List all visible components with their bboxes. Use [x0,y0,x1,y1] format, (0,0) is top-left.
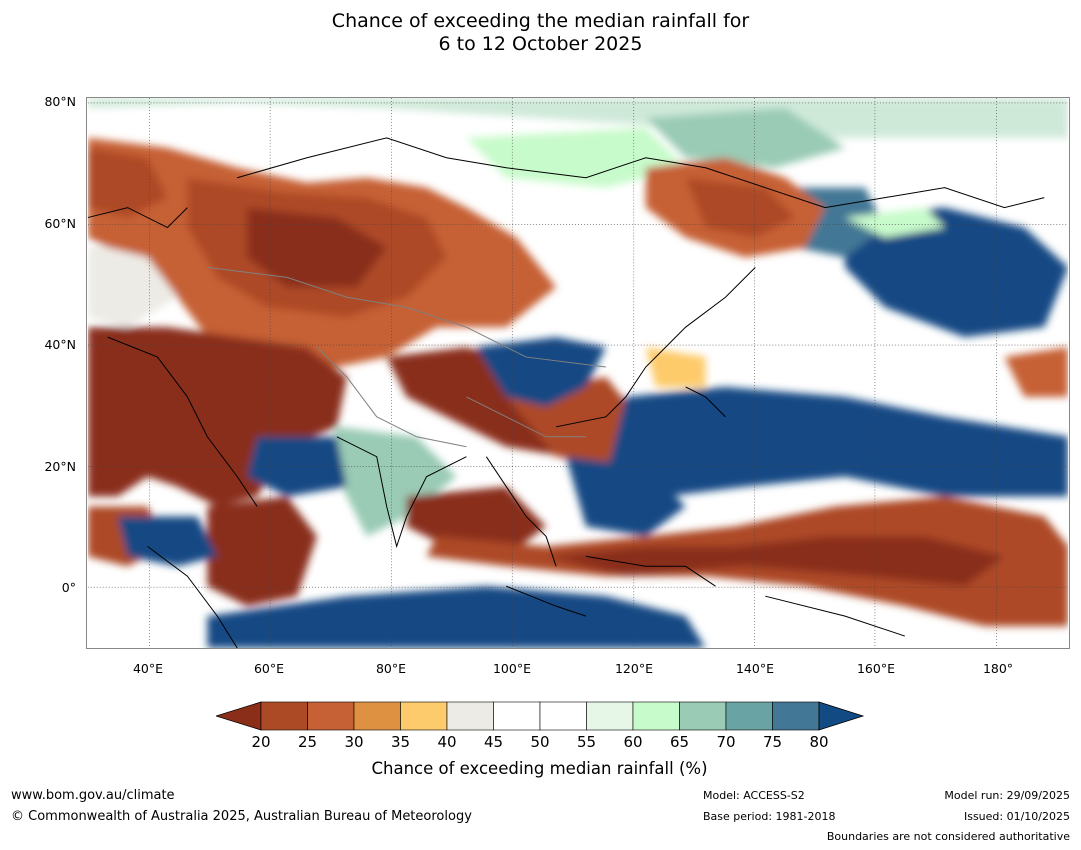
colorbar-segment [446,701,494,731]
lat-label-0: 0° [61,580,76,595]
footer-copyright: © Commonwealth of Australia 2025, Austra… [11,809,472,824]
colorbar-tick-label: 75 [762,733,783,751]
lon-label-160e: 160°E [856,661,895,676]
colorbar-tick-label: 45 [483,733,504,751]
colorbar-segment [632,701,680,731]
lon-label-80e: 80°E [375,661,407,676]
footer-disclaimer: Boundaries are not considered authoritat… [826,830,1070,843]
lat-label-20n: 20°N [44,459,76,474]
colorbar-segment [400,701,448,731]
lon-label-60e: 60°E [253,661,285,676]
lon-label-180: 180° [982,661,1014,676]
colorbar-segment [725,701,773,731]
colorbar-segment [539,701,587,731]
lon-label-120e: 120°E [614,661,653,676]
lon-label-40e: 40°E [132,661,164,676]
colorbar-tick-label: 55 [576,733,597,751]
colorbar-under-arrow [216,701,262,731]
footer-url: www.bom.gov.au/climate [11,788,175,803]
footer-model-run: Model run: 29/09/2025 [944,789,1070,802]
colorbar-tick-label: 80 [809,733,829,751]
colorbar-segment [586,701,634,731]
colorbar-segment [260,701,308,731]
colorbar-tick-label: 20 [251,733,271,751]
colorbar-tick-label: 60 [623,733,643,751]
colorbar-label: Chance of exceeding median rainfall (%) [0,759,1081,778]
colorbar-over-arrow [818,701,865,731]
footer-base-period: Base period: 1981-2018 [703,810,836,823]
lat-label-80n: 80°N [44,94,76,109]
colorbar-tick-label: 50 [530,733,550,751]
rainfall-map [86,97,1070,649]
colorbar [216,701,865,731]
footer-issued: Issued: 01/10/2025 [963,810,1070,823]
colorbar-tick-label: 25 [297,733,318,751]
colorbar-tick-label: 30 [344,733,364,751]
colorbar-segment [493,701,541,731]
colorbar-segment [772,701,820,731]
colorbar-segment [307,701,355,731]
colorbar-segment [353,701,401,731]
colorbar-tick-label: 40 [437,733,457,751]
title-line-2: 6 to 12 October 2025 [438,33,643,55]
lat-label-40n: 40°N [44,337,76,352]
lat-label-60n: 60°N [44,216,76,231]
lon-label-100e: 100°E [492,661,531,676]
colorbar-tick-label: 35 [390,733,411,751]
title-line-1: Chance of exceeding the median rainfall … [331,10,750,32]
colorbar-segment [679,701,727,731]
colorbar-tick-label: 65 [669,733,690,751]
map-title: Chance of exceeding the median rainfall … [0,10,1081,56]
colorbar-label-text: Chance of exceeding median rainfall (%) [371,759,708,778]
lon-label-140e: 140°E [735,661,774,676]
colorbar-tick-label: 70 [716,733,736,751]
footer-model: Model: ACCESS-S2 [703,789,805,802]
